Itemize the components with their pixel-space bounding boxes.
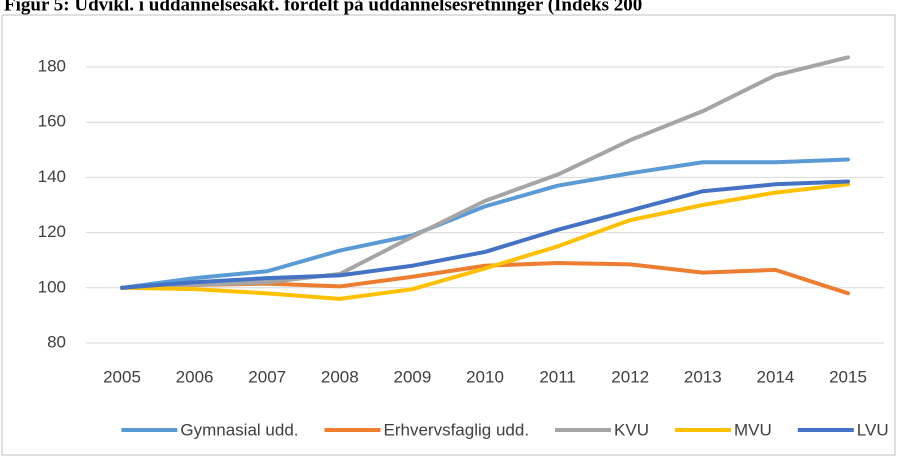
legend-label: Gymnasial udd. [180,420,298,439]
y-tick-label: 100 [38,277,66,296]
chart-title: Figur 5: Udvikl. i uddannelsesakt. forde… [4,0,642,15]
y-tick-label: 160 [38,112,66,131]
legend-label: MVU [734,420,772,439]
legend-label: KVU [614,420,649,439]
x-tick-label: 2012 [611,367,649,386]
y-tick-label: 80 [47,332,66,351]
x-tick-label: 2008 [321,367,359,386]
legend-label: Erhvervsfaglig udd. [384,420,530,439]
x-tick-label: 2015 [829,367,867,386]
y-tick-label: 180 [38,56,66,75]
y-tick-label: 140 [38,167,66,186]
x-tick-label: 2010 [466,367,504,386]
series-line [120,55,850,290]
series-line [120,179,850,290]
series-line [120,157,850,290]
x-tick-label: 2011 [539,367,576,386]
x-tick-label: 2005 [103,367,141,386]
x-tick-label: 2013 [684,367,722,386]
x-tick-label: 2006 [176,367,214,386]
series-line [120,182,850,301]
legend-label: LVU [857,420,889,439]
x-tick-label: 2007 [248,367,286,386]
x-tick-label: 2014 [756,367,794,386]
y-tick-label: 120 [38,222,66,241]
x-tick-label: 2009 [393,367,431,386]
